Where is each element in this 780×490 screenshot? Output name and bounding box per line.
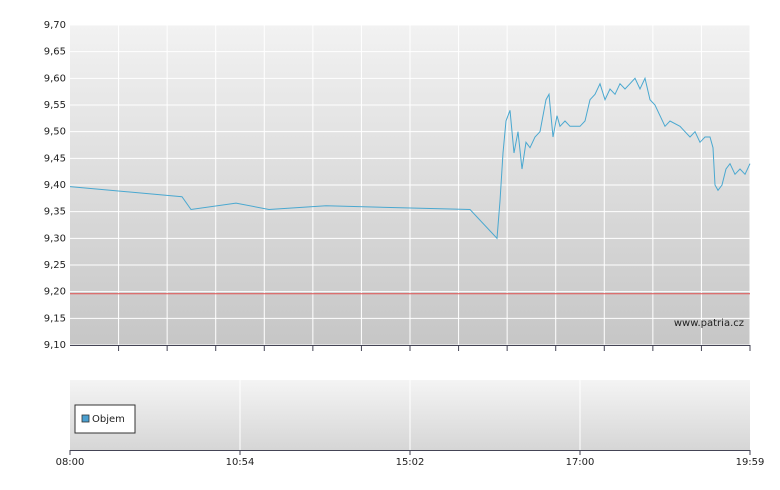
y-tick-label: 9,25 (44, 260, 66, 271)
x-tick-label: 15:02 (396, 457, 425, 468)
layer: 9,10 9,15 9,20 9,25 9,30 9,35 9,40 9,45 9,50 9,55… (44, 20, 765, 468)
watermark: www.patria.cz (674, 318, 744, 329)
y-tick-label: 9,40 (44, 180, 66, 191)
x-tick-label: 10:54 (226, 457, 255, 468)
y-tick-label: 9,65 (44, 47, 66, 58)
legend-label: Objem (92, 414, 125, 425)
y-tick-label: 9,15 (44, 313, 66, 324)
y-tick-label: 9,45 (44, 153, 66, 164)
y-tick-label: 9,60 (44, 73, 66, 84)
y-tick-label: 9,70 (44, 20, 66, 31)
x-tick-label: 17:00 (566, 457, 595, 468)
y-tick-label: 9,30 (44, 233, 66, 244)
y-tick-label: 9,10 (44, 340, 66, 351)
price-line (69, 76, 751, 240)
x-tick-label: 08:00 (56, 457, 85, 468)
y-tick-label: 9,55 (44, 100, 66, 111)
y-tick-label: 9,35 (44, 207, 66, 218)
x-tick-label: 19:59 (736, 457, 765, 468)
legend-swatch (81, 414, 90, 423)
y-tick-label: 9,50 (44, 127, 66, 138)
y-tick-label: 9,20 (44, 287, 66, 298)
